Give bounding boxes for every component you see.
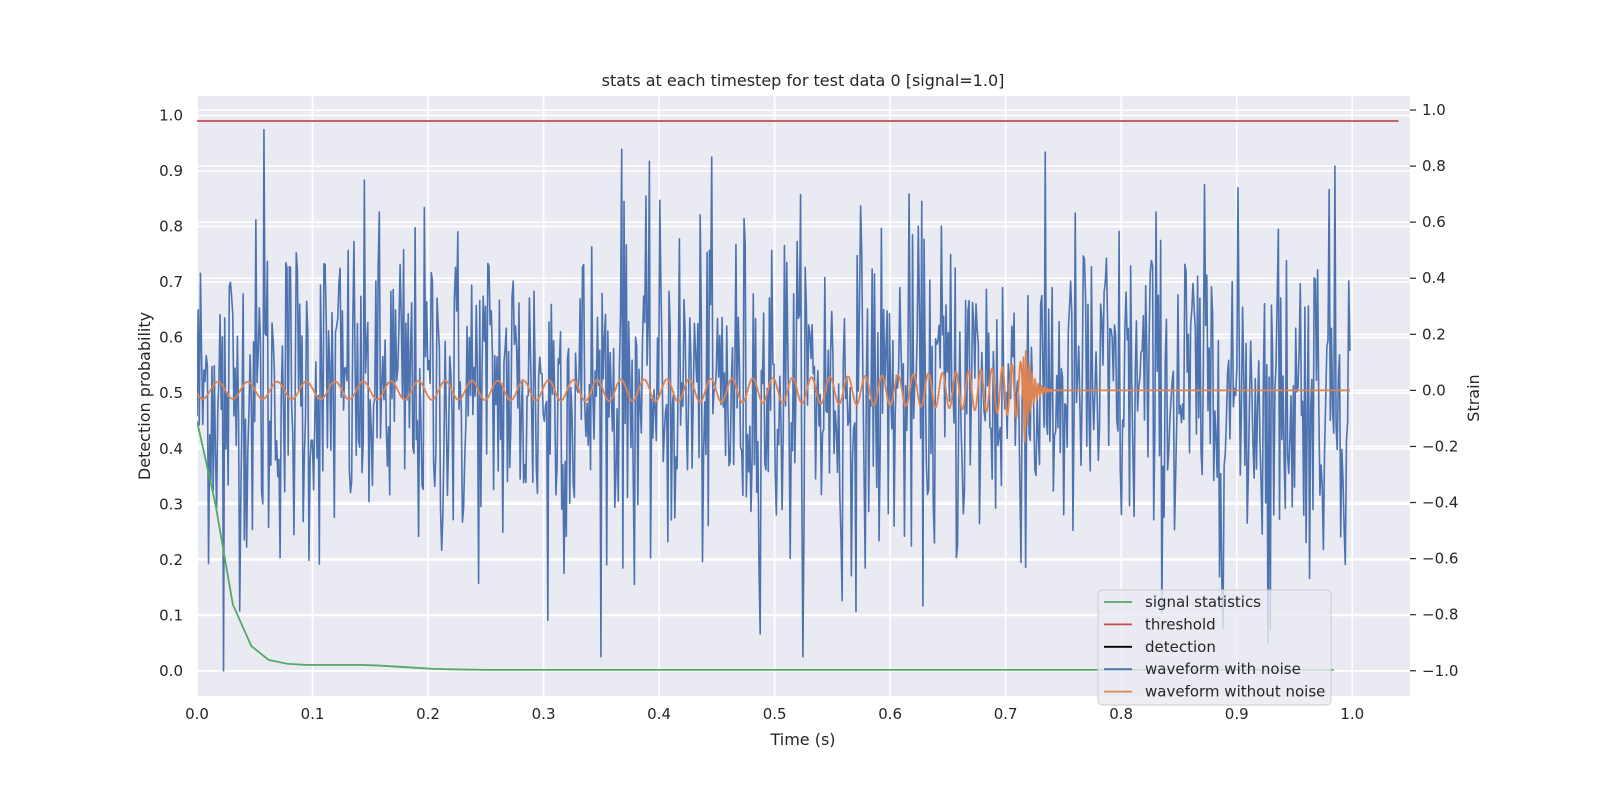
y-tick-label: 0.6 bbox=[159, 329, 183, 347]
y-tick-label: 0.4 bbox=[159, 440, 183, 458]
x-tick-label: 0.3 bbox=[532, 705, 556, 723]
y-axis-ticks: 0.0 0.1 0.2 0.3 0.4 0.5 0.6 0.7 0.8 0.9 1.0 bbox=[159, 106, 183, 680]
y2-tick-label: 0.8 bbox=[1422, 157, 1446, 175]
y2-tick-label: 0.0 bbox=[1422, 381, 1446, 399]
series-line-signal-statistics bbox=[197, 420, 1334, 671]
y-tick-label: 0.1 bbox=[159, 606, 183, 624]
y-tick-label: 0.3 bbox=[159, 495, 183, 513]
x-tick-label: 0.8 bbox=[1109, 705, 1133, 723]
y2-tick-label: 0.2 bbox=[1422, 325, 1446, 343]
y-tick-label: 0.5 bbox=[159, 384, 183, 402]
chart-title: stats at each timestep for test data 0 [… bbox=[602, 71, 1005, 90]
y-tick-label: 0.0 bbox=[159, 662, 183, 680]
y2-tick-label: −0.6 bbox=[1422, 550, 1458, 568]
y2-tick-label: 1.0 bbox=[1422, 101, 1446, 119]
x-axis-label: Time (s) bbox=[769, 730, 835, 749]
x-tick-label: 0.1 bbox=[301, 705, 325, 723]
y-tick-label: 0.7 bbox=[159, 273, 183, 291]
y2-tick-label: −0.4 bbox=[1422, 494, 1458, 512]
series-line-waveform-without-noise bbox=[197, 350, 1351, 443]
y2-tick-label: −0.2 bbox=[1422, 437, 1458, 455]
y-tick-label: 0.2 bbox=[159, 551, 183, 569]
legend-label: detection bbox=[1145, 638, 1216, 656]
legend-box bbox=[1097, 589, 1332, 706]
y-tick-label: 0.9 bbox=[159, 162, 183, 180]
legend-label: waveform with noise bbox=[1145, 660, 1301, 678]
series-line-waveform-with-noise bbox=[197, 128, 1351, 672]
x-tick-label: 0.9 bbox=[1225, 705, 1249, 723]
legend-label: waveform without noise bbox=[1145, 683, 1325, 701]
x-tick-label: 0.5 bbox=[763, 705, 787, 723]
series-layer bbox=[197, 120, 1399, 672]
x-tick-label: 0.6 bbox=[878, 705, 902, 723]
y-axis-label: Detection probability bbox=[135, 312, 154, 480]
x-axis-ticks: 0.0 0.1 0.2 0.3 0.4 0.5 0.6 0.7 0.8 0.9 1.0 bbox=[185, 705, 1364, 723]
y-tick-label: 0.8 bbox=[159, 218, 183, 236]
y2-tick-label: −0.8 bbox=[1422, 606, 1458, 624]
y2-axis-ticks: −1.0 −0.8 −0.6 −0.4 −0.2 0.0 0.2 0.4 0.6 0.8 1.0 bbox=[1410, 101, 1458, 680]
x-tick-label: 1.0 bbox=[1340, 705, 1364, 723]
legend: signal statistics threshold detection wavef… bbox=[1097, 589, 1332, 706]
legend-label: signal statistics bbox=[1145, 593, 1261, 611]
y2-tick-label: 0.4 bbox=[1422, 269, 1446, 287]
legend-label: threshold bbox=[1145, 615, 1216, 633]
x-tick-label: 0.7 bbox=[994, 705, 1018, 723]
y2-axis-label: Strain bbox=[1464, 374, 1483, 421]
y2-tick-label: 0.6 bbox=[1422, 213, 1446, 231]
y2-tick-label: −1.0 bbox=[1422, 662, 1458, 680]
x-tick-label: 0.0 bbox=[185, 705, 209, 723]
x-tick-label: 0.4 bbox=[647, 705, 671, 723]
x-tick-label: 0.2 bbox=[416, 705, 440, 723]
y-tick-label: 1.0 bbox=[159, 106, 183, 124]
